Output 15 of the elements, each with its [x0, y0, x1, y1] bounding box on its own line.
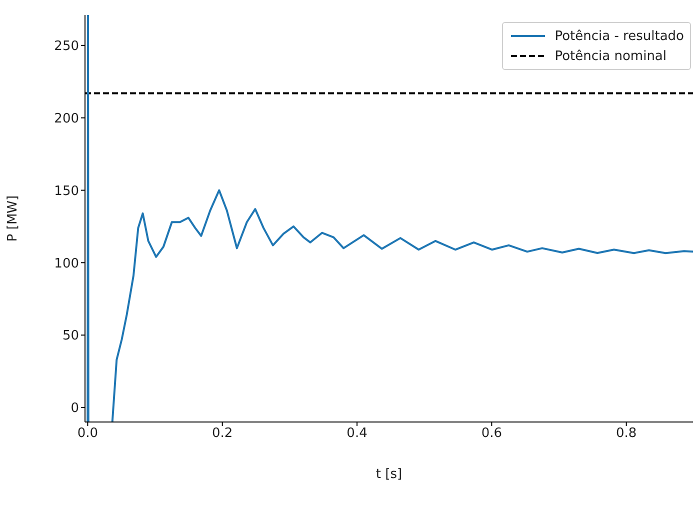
x-tick-label: 0.8 [616, 426, 637, 442]
x-tick-label: 0.0 [77, 426, 98, 442]
legend-label: Potência nominal [554, 48, 667, 64]
x-tick-label: 0.2 [212, 426, 233, 442]
y-tick-label: 100 [54, 256, 79, 272]
y-tick-label: 50 [62, 328, 79, 344]
x-tick-label: 0.6 [481, 426, 502, 442]
x-tick-label: 0.4 [346, 426, 368, 442]
y-axis-title: P [MW] [6, 195, 21, 242]
y-tick-label: 150 [54, 184, 79, 199]
y-tick-label: 250 [54, 39, 79, 54]
y-tick-label: 0 [70, 401, 79, 416]
y-tick-label: 200 [54, 111, 79, 126]
legend-label: Potência - resultado [554, 28, 684, 44]
x-axis-title: t [s] [376, 467, 402, 482]
